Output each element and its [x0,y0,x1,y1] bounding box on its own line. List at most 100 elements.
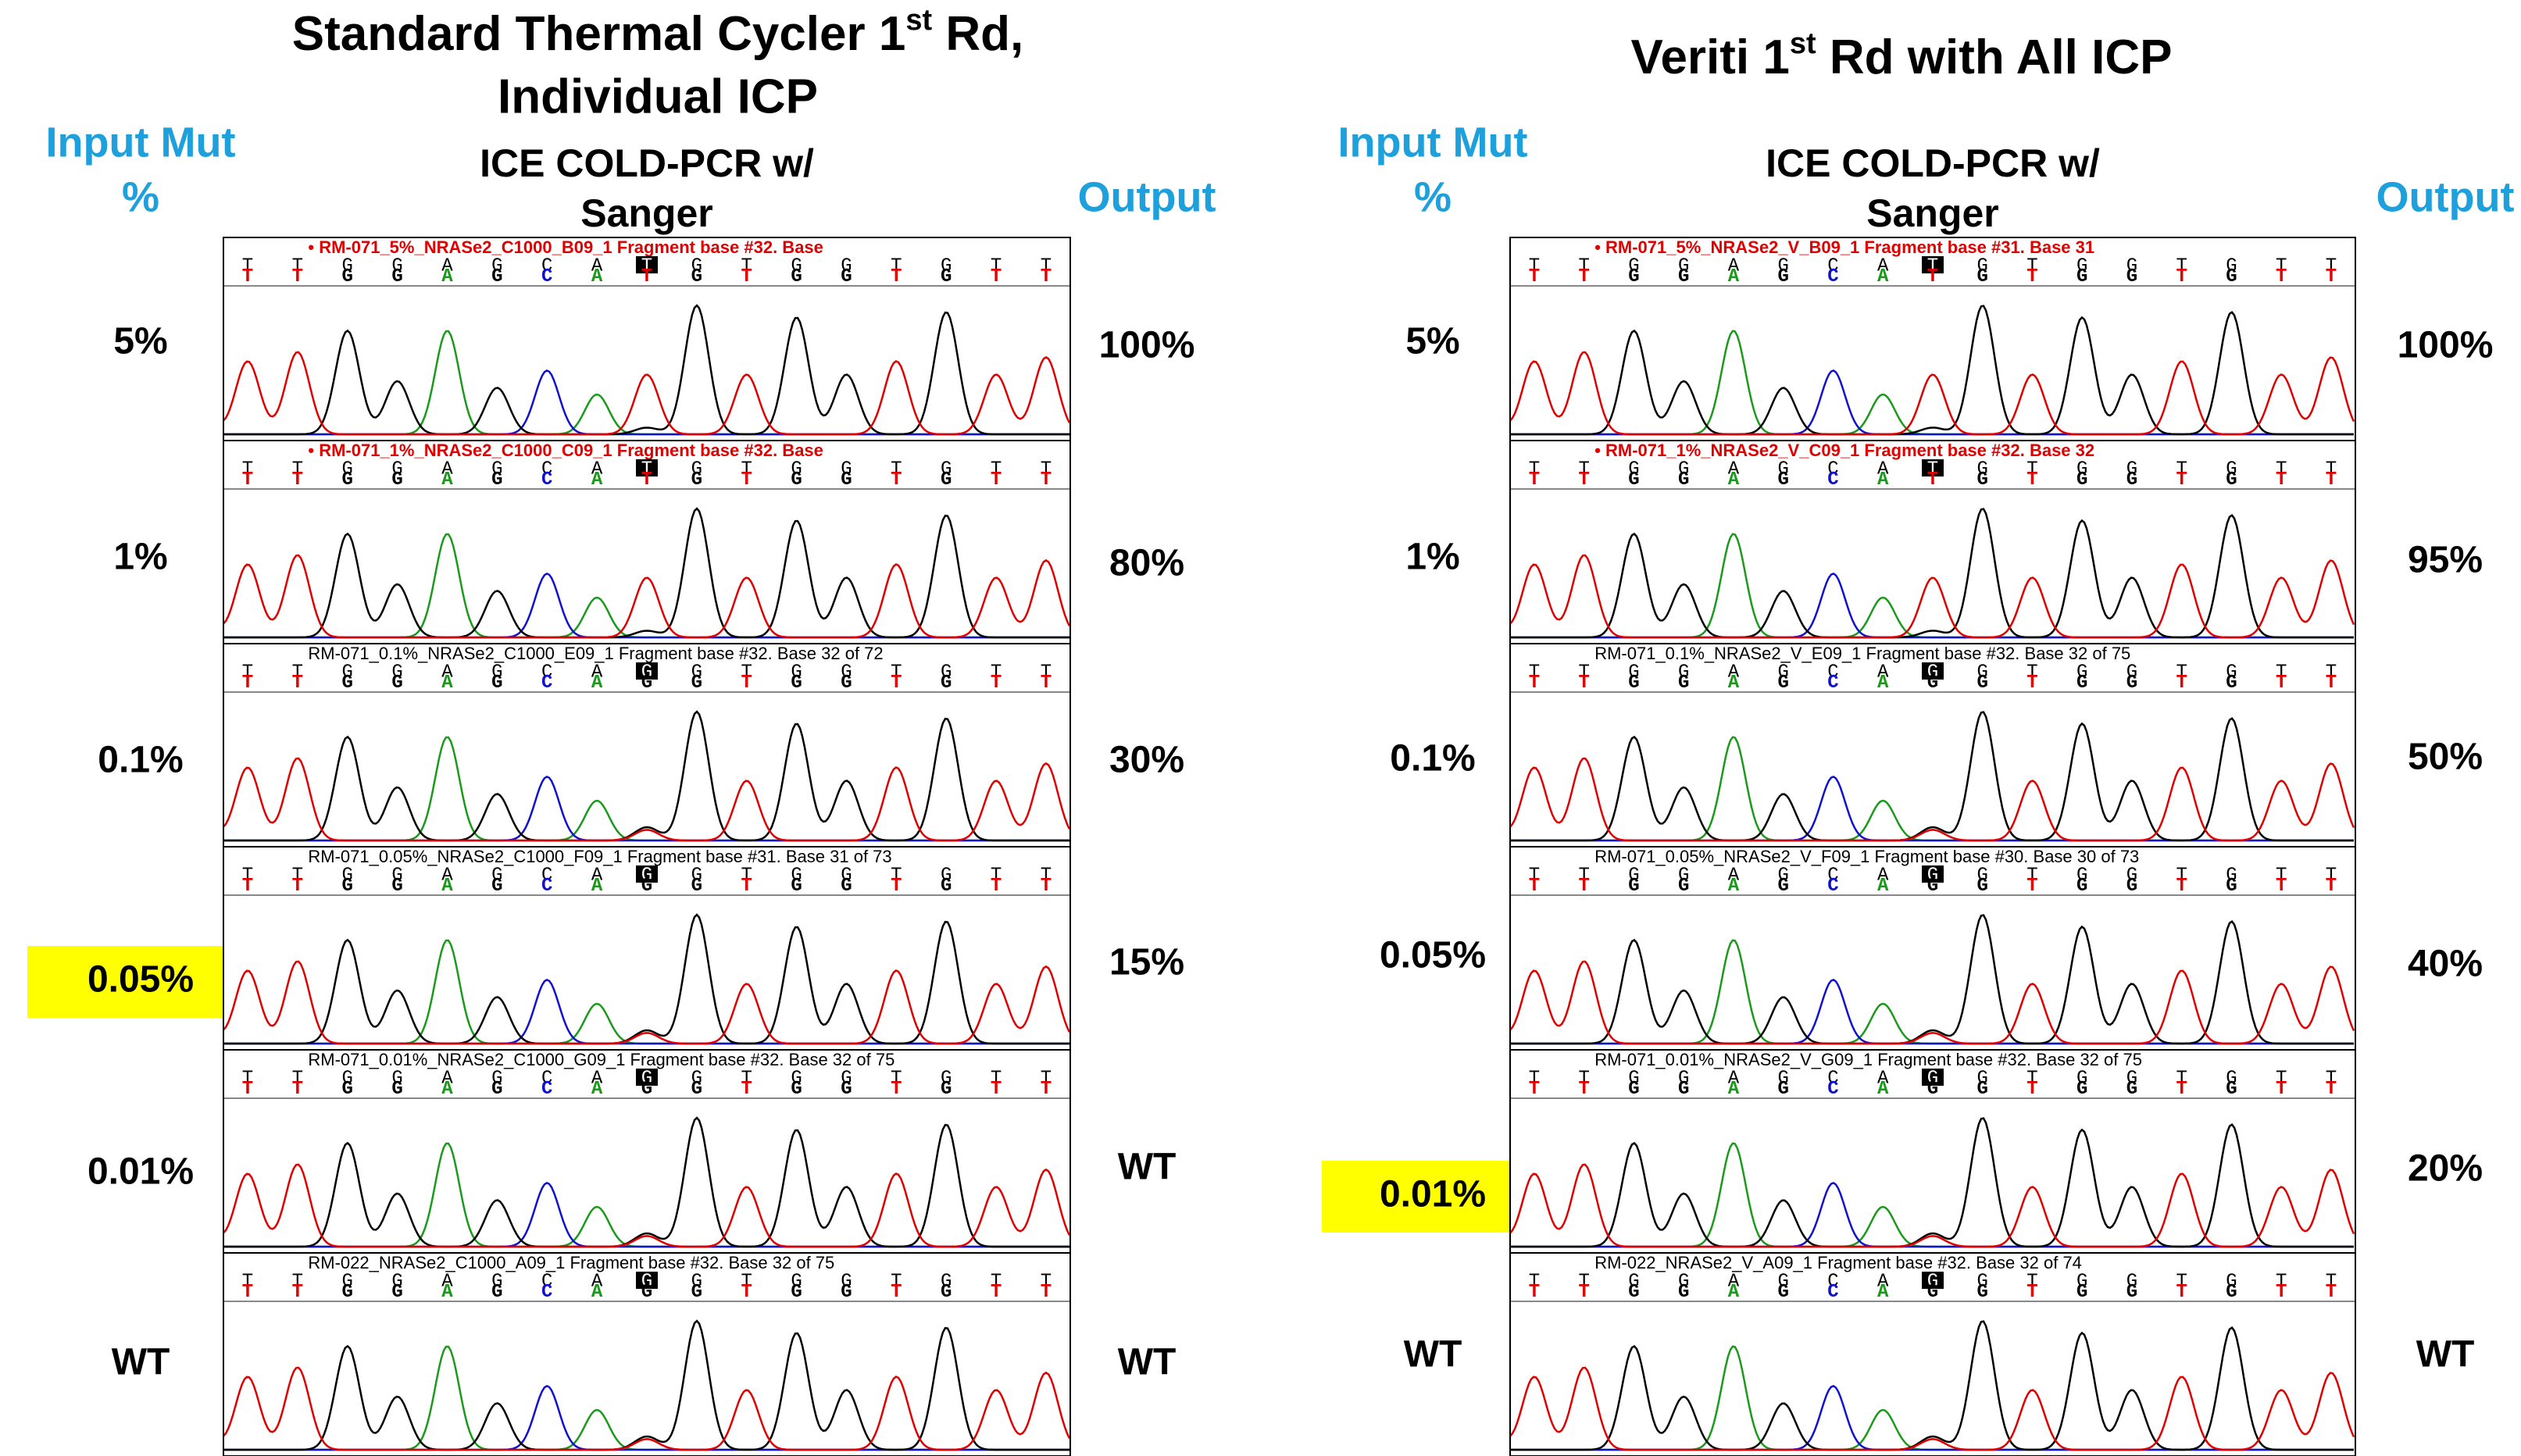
base-colored: G [691,673,702,694]
base-colored: T [2026,1282,2037,1303]
base-colored: T [242,673,253,694]
base-colored: G [1628,469,1639,491]
output-value: WT [1118,1147,1177,1188]
base-colored: G [491,673,502,694]
base-colored: G [1778,1282,1789,1303]
base-colored: G [941,1282,952,1303]
base-colored: G [391,266,402,287]
base-colored: G [1778,673,1789,694]
base-colored: G [1678,1079,1689,1100]
base-colored: G [841,1282,852,1303]
trace-header: RM-071_0.1%_NRASe2_C1000_E09_1 Fragment … [308,644,883,663]
base-colored: T [1041,673,1052,694]
base-colored: T [2176,673,2187,694]
base-colored: T [2176,876,2187,897]
panel-title: Veriti 1st Rd with All ICP [1631,27,2173,84]
base-colored: A [591,876,603,897]
chromatogram: RM-071_0.01%_NRASe2_C1000_G09_1 Fragment… [223,1050,1070,1253]
base-colored: G [2226,673,2237,694]
input-value: 0.05% [1380,935,1486,976]
base-colored: A [1728,1282,1740,1303]
chromatogram: • RM-071_1%_NRASe2_V_C09_1 Fragment base… [1510,441,2355,644]
base-colored: G [941,469,952,491]
base-colored: G [391,1282,402,1303]
base-colored: C [541,1282,552,1303]
base-colored: T [292,1282,303,1303]
panel-title: Standard Thermal Cycler 1st Rd, [292,4,1024,61]
base-colored: T [1529,1079,1540,1100]
base-colored: G [791,876,802,897]
base-colored: T [1927,266,1938,287]
base-colored: G [491,876,502,897]
base-colored: T [741,1079,752,1100]
title-part: Rd with All ICP [1816,30,2173,84]
base-colored: A [591,266,603,287]
base-colored: G [1778,469,1789,491]
output-value: 15% [1109,942,1184,983]
base-colored: G [2126,469,2137,491]
base-colored: T [1041,876,1052,897]
base-colored: G [791,469,802,491]
title-part: Standard Thermal Cycler 1 [292,7,906,61]
base-colored: T [2326,1079,2337,1100]
base-colored: G [342,1282,353,1303]
method-label: Sanger [1866,191,1999,235]
base-colored: T [242,876,253,897]
base-colored: T [741,266,752,287]
base-colored: G [1977,266,1988,287]
input-label: Input Mut [1338,119,1528,166]
base-colored: T [891,266,902,287]
base-colored: C [541,673,552,694]
base-colored: T [991,1282,1002,1303]
base-colored: T [1041,1079,1052,1100]
base-colored: G [1977,1282,1988,1303]
base-colored: T [2176,1079,2187,1100]
base-colored: T [2326,1282,2337,1303]
base-colored: G [491,1079,502,1100]
input-label: Input Mut [46,119,236,166]
base-colored: G [791,1079,802,1100]
base-colored: A [441,469,453,491]
base-colored: T [1529,1282,1540,1303]
base-colored: G [1927,673,1938,694]
base-colored: G [1678,266,1689,287]
trace-header: RM-022_NRASe2_V_A09_1 Fragment base #32.… [1594,1253,2082,1272]
base-colored: G [691,876,702,897]
base-colored: T [292,673,303,694]
base-colored: T [2326,469,2337,491]
base-colored: G [841,266,852,287]
base-colored: T [2026,673,2037,694]
input-value: 5% [1405,321,1459,362]
base-colored: T [1579,1079,1590,1100]
base-colored: T [1041,1282,1052,1303]
base-colored: G [391,673,402,694]
base-colored: C [1827,673,1838,694]
output-value: WT [1118,1342,1177,1383]
chromatogram: RM-071_0.05%_NRASe2_C1000_F09_1 Fragment… [223,847,1070,1050]
input-value: 0.01% [87,1151,194,1193]
base-colored: G [342,1079,353,1100]
base-colored: G [641,1282,652,1303]
base-colored: T [2026,876,2037,897]
base-colored: G [2126,673,2137,694]
base-colored: T [891,876,902,897]
base-colored: A [441,1282,453,1303]
output-value: 20% [2408,1148,2483,1190]
base-colored: A [591,1282,603,1303]
base-colored: C [1827,469,1838,491]
base-colored: T [741,1282,752,1303]
base-colored: T [991,876,1002,897]
trace-header: • RM-071_5%_NRASe2_C1000_B09_1 Fragment … [308,237,823,257]
base-colored: A [591,673,603,694]
base-colored: T [242,469,253,491]
base-colored: G [1678,1282,1689,1303]
base-colored: T [741,673,752,694]
base-colored: G [791,673,802,694]
base-colored: A [1728,673,1740,694]
base-colored: G [641,673,652,694]
base-colored: G [841,876,852,897]
base-colored: G [2076,1079,2087,1100]
base-colored: A [441,673,453,694]
trace-header: RM-022_NRASe2_C1000_A09_1 Fragment base … [308,1253,834,1272]
base-colored: G [342,876,353,897]
